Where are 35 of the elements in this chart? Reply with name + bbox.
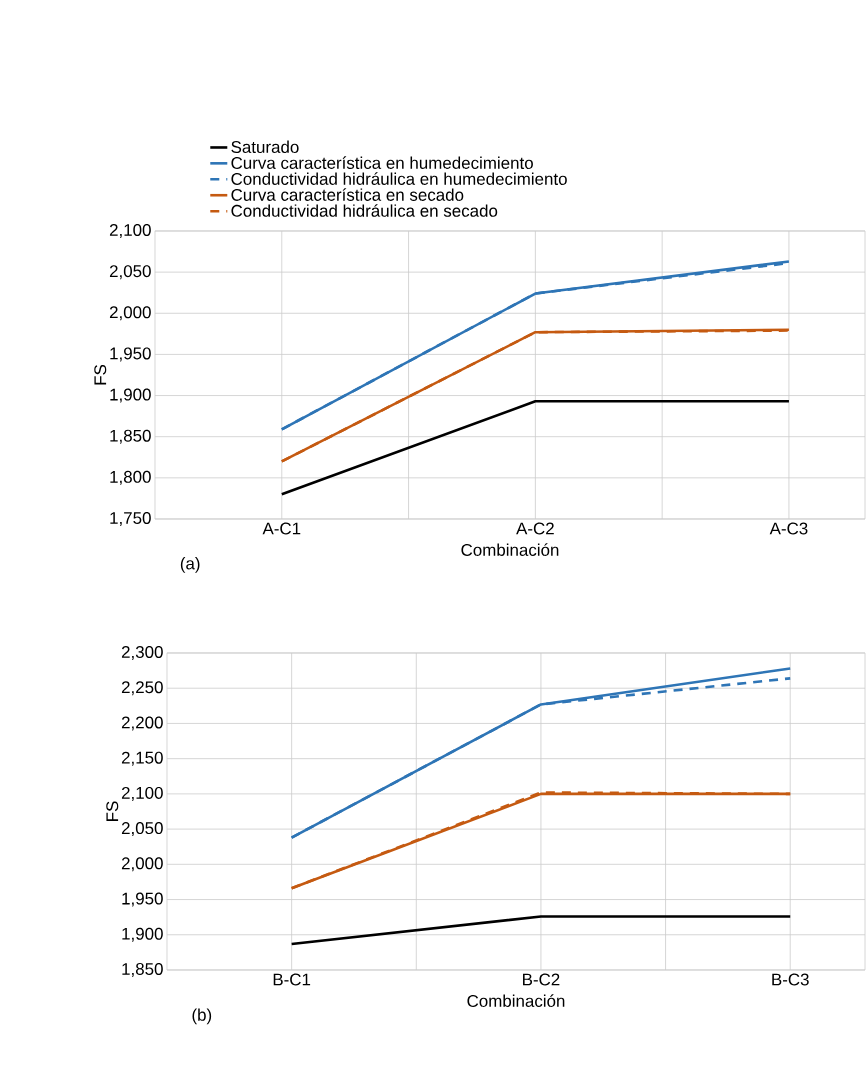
y-tick-label: 1,900 bbox=[110, 388, 151, 403]
y-tick-label: 2,100 bbox=[109, 223, 151, 238]
y-tick-label: 2,150 bbox=[121, 751, 163, 766]
y-tick-label: 2,000 bbox=[121, 857, 163, 872]
y-axis-title: FS bbox=[106, 801, 119, 821]
x-tick-label: A-C1 bbox=[262, 522, 301, 535]
legend-label: Curva característica en humedecimiento bbox=[231, 156, 533, 169]
y-tick-label: 2,250 bbox=[121, 681, 163, 696]
y-tick-label: 2,100 bbox=[121, 786, 163, 801]
legend-label: Curva característica en secado bbox=[231, 188, 464, 201]
x-axis-title: Combinación bbox=[461, 543, 559, 556]
y-tick-label: 2,050 bbox=[109, 265, 151, 280]
text: (b) bbox=[192, 1008, 212, 1025]
x-axis-title: Combinación bbox=[467, 994, 565, 1007]
y-tick-label: 1,850 bbox=[122, 962, 163, 977]
y-tick-label: 2,000 bbox=[109, 306, 151, 321]
y-tick-label: 1,750 bbox=[110, 511, 151, 526]
y-tick-label: 1,950 bbox=[110, 347, 151, 362]
legend-label: Saturado bbox=[231, 140, 299, 154]
y-tick-label: 1,850 bbox=[110, 429, 151, 444]
y-tick-label: 1,800 bbox=[110, 470, 151, 485]
x-tick-label: A-C3 bbox=[769, 522, 808, 535]
y-axis-title: FS bbox=[94, 364, 107, 385]
x-tick-label: B-C2 bbox=[523, 973, 560, 986]
legend-label: Conductividad hidráulica en humedecimiento bbox=[231, 172, 567, 185]
text: (a) bbox=[180, 557, 200, 573]
x-tick-label: B-C3 bbox=[772, 973, 809, 986]
y-tick-label: 1,950 bbox=[122, 892, 163, 907]
legend-label: Conductividad hidráulica en secado bbox=[231, 204, 498, 217]
x-tick-label: A-C2 bbox=[516, 522, 554, 535]
y-tick-label: 2,200 bbox=[121, 716, 163, 731]
y-tick-label: 1,900 bbox=[122, 927, 163, 942]
x-tick-label: B-C1 bbox=[273, 973, 311, 986]
y-tick-label: 2,050 bbox=[121, 822, 163, 837]
y-tick-label: 2,300 bbox=[121, 646, 163, 660]
